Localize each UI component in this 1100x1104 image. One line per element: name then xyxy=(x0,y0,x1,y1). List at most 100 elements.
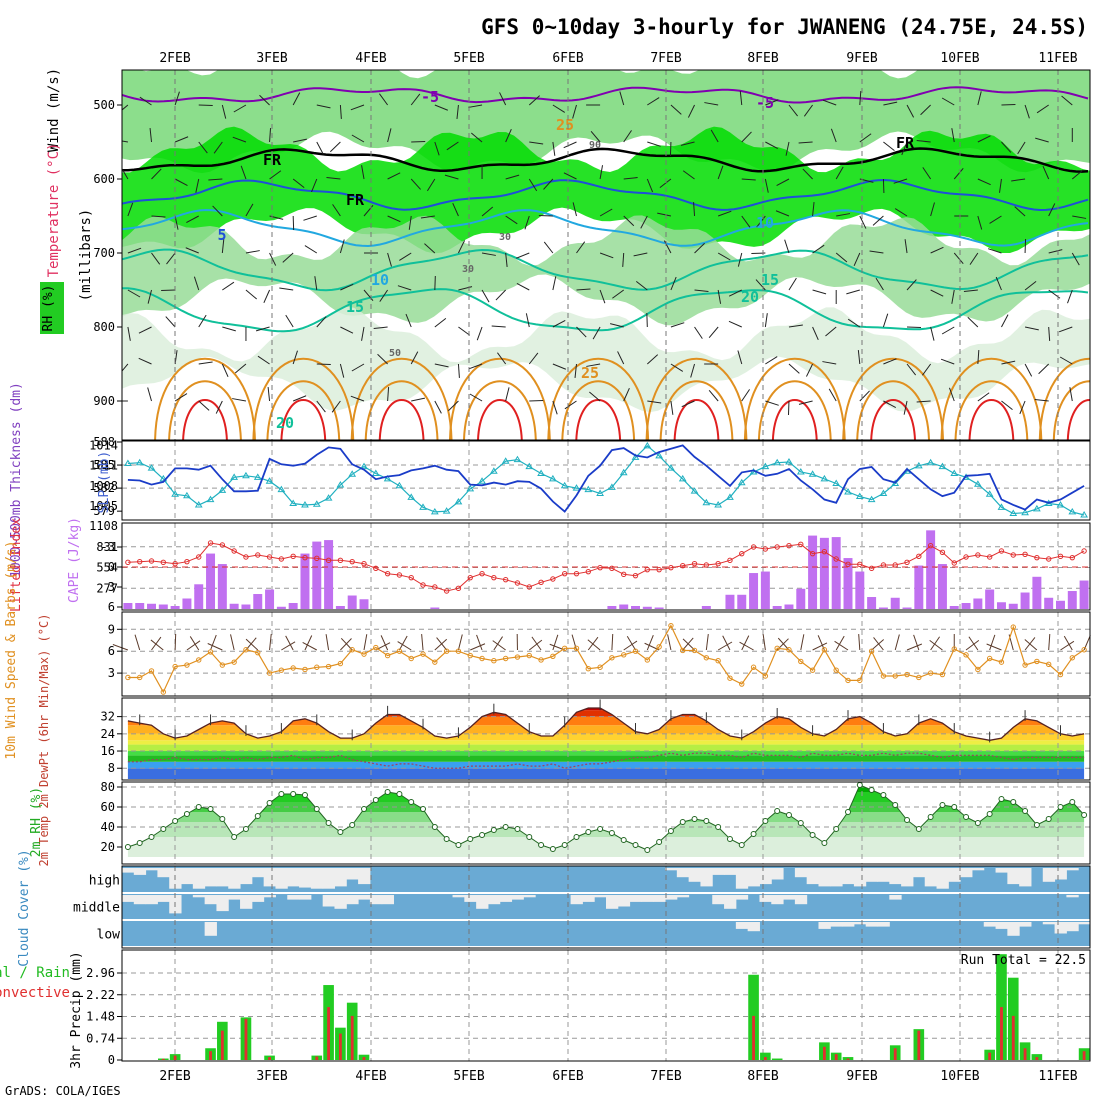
cloud-clear-cell xyxy=(382,895,394,904)
cape-bar xyxy=(749,573,758,609)
cloud-clear-cell xyxy=(1066,868,1078,870)
wind-barb xyxy=(859,634,860,650)
date-label-bottom: 3FEB xyxy=(256,1069,287,1084)
precip-convective-bar xyxy=(1035,1057,1038,1060)
wind-barb xyxy=(211,635,217,650)
cloud-clear-cell xyxy=(1055,868,1067,880)
rh-point xyxy=(314,807,319,812)
precip-convective-bar xyxy=(1012,1016,1015,1060)
rh-point xyxy=(928,815,933,820)
temperature-band xyxy=(122,725,1090,734)
precip-convective-bar xyxy=(917,1031,920,1060)
date-label-bottom: 8FEB xyxy=(747,1069,778,1084)
rh-point xyxy=(680,820,685,825)
cloud-clear-cell xyxy=(464,895,476,902)
cloud-clear-cell xyxy=(323,895,335,907)
cloud-clear-cell xyxy=(606,895,618,909)
wind-barb xyxy=(113,645,128,650)
cloud-clear-cell xyxy=(146,895,158,904)
rh-point xyxy=(362,807,367,812)
tick-label: 32 xyxy=(101,710,115,724)
cape-bar xyxy=(1080,581,1089,609)
rh-point xyxy=(739,843,744,848)
cloud-clear-cell xyxy=(653,895,665,902)
cape-bar xyxy=(879,608,888,609)
cloud-clear-cell xyxy=(807,868,819,884)
wind-barb xyxy=(723,636,730,650)
rh-point xyxy=(279,792,284,797)
cloud-clear-cell xyxy=(181,868,193,884)
tick-label-secondary: 831 xyxy=(96,540,118,554)
tick-label: 2.22 xyxy=(86,988,115,1002)
cloud-clear-cell xyxy=(582,895,594,902)
temperature-band xyxy=(122,745,1090,751)
rh-band xyxy=(122,792,1090,802)
rh-band xyxy=(122,822,1090,837)
cape-bar xyxy=(844,558,853,609)
temperature-band xyxy=(122,717,1090,726)
date-label-top: 11FEB xyxy=(1038,51,1077,66)
wind-barb xyxy=(647,635,653,650)
wind-barb xyxy=(152,637,161,650)
date-label-bottom: 6FEB xyxy=(552,1069,583,1084)
rh-point xyxy=(1034,823,1039,828)
tick-label: 60 xyxy=(101,800,115,814)
precip-convective-bar xyxy=(1000,1007,1003,1060)
rh-point xyxy=(137,841,142,846)
contour-label: -5 xyxy=(756,94,774,112)
cape-bar xyxy=(938,564,947,609)
cape-bar xyxy=(725,595,734,609)
panel-frame xyxy=(122,612,1090,696)
wind-barb xyxy=(286,636,294,650)
rh-axis-label: 2m RH (%) xyxy=(29,787,44,857)
precip-convective-bar xyxy=(764,1057,767,1060)
contour-label: 25 xyxy=(581,364,599,382)
tick-label: 24 xyxy=(101,727,115,741)
run-total-annotation: Run Total = 22.5 xyxy=(961,953,1086,968)
cape-bar xyxy=(1044,598,1053,609)
cloud-clear-cell xyxy=(830,922,842,927)
slp-line xyxy=(128,445,1084,511)
cape-bar xyxy=(631,606,640,609)
cape-bar xyxy=(1056,601,1065,609)
wind-barb xyxy=(553,635,558,650)
wind-barb xyxy=(931,637,940,650)
rh-point xyxy=(421,807,426,812)
date-label-bottom: 2FEB xyxy=(159,1069,190,1084)
cape-bar xyxy=(1021,593,1030,609)
cloud-clear-cell xyxy=(122,868,134,873)
cloud-clear-cell xyxy=(264,868,276,886)
wind-barb xyxy=(458,634,462,650)
rh-point xyxy=(385,790,390,795)
rh-point xyxy=(208,807,213,812)
wind-barb xyxy=(422,634,423,650)
precip-convective-bar xyxy=(1024,1048,1027,1060)
rh-point xyxy=(798,821,803,826)
cape-bar xyxy=(973,599,982,609)
rh-point xyxy=(786,813,791,818)
cloud-clear-cell xyxy=(346,868,358,880)
rh-axis-label: RH (%) xyxy=(41,285,56,332)
cloud-clear-cell xyxy=(299,895,311,900)
contour-label: FR xyxy=(896,134,915,152)
cloud-clear-cell xyxy=(134,868,146,875)
cloud-clear-cell xyxy=(264,895,276,897)
wind-barb xyxy=(477,635,482,650)
cape-bar xyxy=(147,604,156,609)
cloud-clear-cell xyxy=(889,895,901,900)
rh-point xyxy=(527,835,532,840)
cloud-clear-cell xyxy=(878,922,890,927)
date-label-top: 5FEB xyxy=(453,51,484,66)
cloud-clear-cell xyxy=(996,922,1008,929)
cloud-clear-cell xyxy=(641,895,653,902)
chart-title: GFS 0~10day 3-hourly for JWANENG (24.75E… xyxy=(481,15,1088,39)
date-label-top: 6FEB xyxy=(552,51,583,66)
cape-bar xyxy=(903,608,912,609)
rh-point xyxy=(562,843,567,848)
wind-barb xyxy=(914,635,919,650)
cloud-clear-cell xyxy=(476,895,488,909)
contour-label: 30 xyxy=(462,264,474,275)
cloud-clear-cell xyxy=(228,868,240,889)
cloud-clear-cell xyxy=(866,868,878,882)
contour-label: 15 xyxy=(761,271,779,289)
